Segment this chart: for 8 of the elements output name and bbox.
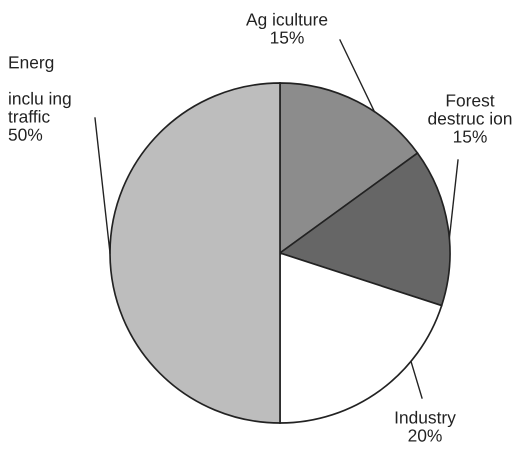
data-label: 15% xyxy=(270,31,304,44)
data-label: 15% xyxy=(454,130,487,143)
data-label: 20% xyxy=(408,429,442,442)
data-label: 50% xyxy=(8,128,42,141)
slice-label: Energ inclu ing traffic xyxy=(8,56,71,123)
slice-label: Forest destruc ion xyxy=(428,94,512,125)
slice-label: Ag iculture xyxy=(246,12,328,30)
slice-label: Industry xyxy=(396,410,456,428)
